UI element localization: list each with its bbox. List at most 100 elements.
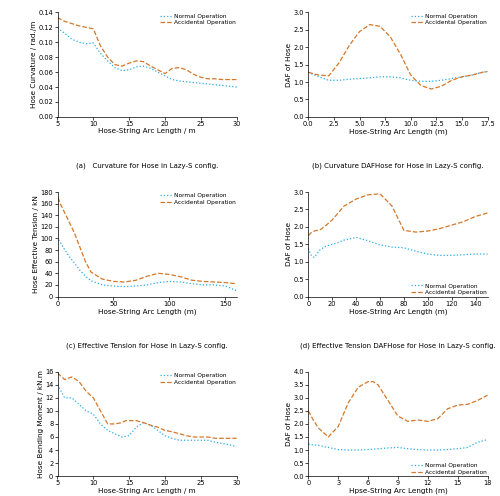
Accidental Operation bbox=[134, 418, 140, 424]
Normal Operation bbox=[472, 251, 478, 257]
Accidental Operation bbox=[200, 278, 206, 284]
Normal Operation bbox=[189, 281, 195, 287]
Normal Operation bbox=[377, 242, 383, 248]
Normal Operation bbox=[226, 83, 232, 89]
X-axis label: Hose-String Arc Length / m: Hose-String Arc Length / m bbox=[98, 488, 196, 494]
Accidental Operation bbox=[126, 418, 132, 424]
Accidental Operation bbox=[119, 420, 125, 426]
Accidental Operation bbox=[126, 60, 132, 66]
Accidental Operation bbox=[212, 435, 218, 441]
Normal Operation bbox=[387, 74, 393, 80]
Normal Operation bbox=[198, 437, 204, 443]
Text: (b) Curvature DAFHose for Hose in Lazy-S config.: (b) Curvature DAFHose for Hose in Lazy-S… bbox=[312, 163, 484, 169]
Accidental Operation bbox=[62, 376, 68, 382]
Normal Operation bbox=[325, 444, 331, 450]
Accidental Operation bbox=[140, 420, 146, 426]
Normal Operation bbox=[460, 252, 466, 258]
Accidental Operation bbox=[405, 418, 411, 424]
Normal Operation bbox=[212, 82, 218, 88]
Accidental Operation bbox=[484, 210, 490, 216]
Normal Operation bbox=[54, 25, 60, 31]
Normal Operation bbox=[112, 64, 118, 70]
Line: Normal Operation: Normal Operation bbox=[58, 237, 236, 291]
Normal Operation bbox=[353, 234, 359, 240]
Accidental Operation bbox=[345, 400, 351, 406]
Accidental Operation bbox=[226, 76, 232, 82]
Normal Operation bbox=[69, 395, 75, 401]
Normal Operation bbox=[156, 280, 162, 286]
Y-axis label: DAF of Hose: DAF of Hose bbox=[286, 222, 292, 266]
Normal Operation bbox=[434, 447, 440, 453]
Accidental Operation bbox=[56, 196, 62, 202]
Normal Operation bbox=[365, 238, 371, 244]
Accidental Operation bbox=[355, 384, 361, 390]
Line: Normal Operation: Normal Operation bbox=[308, 439, 488, 450]
Accidental Operation bbox=[60, 206, 66, 212]
Accidental Operation bbox=[329, 217, 335, 223]
Accidental Operation bbox=[484, 68, 490, 74]
X-axis label: Hose-String Arc Length / m: Hose-String Arc Length / m bbox=[98, 128, 196, 134]
Y-axis label: DAF of Hose: DAF of Hose bbox=[286, 43, 292, 87]
Accidental Operation bbox=[69, 374, 75, 380]
Accidental Operation bbox=[234, 76, 239, 82]
Normal Operation bbox=[425, 447, 431, 453]
Accidental Operation bbox=[226, 435, 232, 441]
Normal Operation bbox=[464, 444, 470, 450]
Legend: Normal Operation, Accidental Operation: Normal Operation, Accidental Operation bbox=[411, 13, 486, 25]
Accidental Operation bbox=[444, 406, 450, 412]
Accidental Operation bbox=[212, 76, 218, 82]
Accidental Operation bbox=[176, 431, 182, 436]
Line: Accidental Operation: Accidental Operation bbox=[58, 198, 236, 284]
Accidental Operation bbox=[326, 73, 332, 79]
Normal Operation bbox=[176, 437, 182, 443]
Text: (a)   Curvature for Hose in Lazy-S config.: (a) Curvature for Hose in Lazy-S config. bbox=[76, 163, 219, 169]
Accidental Operation bbox=[148, 422, 154, 428]
Normal Operation bbox=[234, 288, 239, 294]
Normal Operation bbox=[200, 282, 206, 288]
Normal Operation bbox=[306, 441, 312, 447]
Accidental Operation bbox=[459, 74, 465, 80]
Accidental Operation bbox=[176, 64, 182, 70]
Normal Operation bbox=[205, 81, 211, 87]
Accidental Operation bbox=[205, 76, 211, 82]
Normal Operation bbox=[62, 395, 68, 401]
Normal Operation bbox=[212, 439, 218, 445]
Normal Operation bbox=[162, 433, 168, 438]
Legend: Normal Operation, Accidental Operation: Normal Operation, Accidental Operation bbox=[411, 463, 486, 475]
Normal Operation bbox=[222, 283, 228, 289]
Accidental Operation bbox=[190, 434, 196, 440]
Accidental Operation bbox=[169, 429, 175, 435]
Accidental Operation bbox=[365, 378, 371, 384]
Normal Operation bbox=[484, 68, 490, 74]
Line: Normal Operation: Normal Operation bbox=[58, 385, 236, 447]
Normal Operation bbox=[62, 30, 68, 36]
Normal Operation bbox=[385, 445, 391, 451]
Normal Operation bbox=[336, 77, 342, 83]
Normal Operation bbox=[184, 79, 190, 85]
Normal Operation bbox=[119, 67, 125, 73]
Accidental Operation bbox=[310, 417, 316, 423]
Normal Operation bbox=[425, 251, 431, 257]
Y-axis label: Hose Effective Tension / kN: Hose Effective Tension / kN bbox=[34, 195, 40, 293]
Line: Accidental Operation: Accidental Operation bbox=[308, 381, 488, 437]
Accidental Operation bbox=[110, 278, 116, 284]
Accidental Operation bbox=[205, 434, 211, 440]
Normal Operation bbox=[234, 444, 239, 450]
X-axis label: Hose-String Arc Length (m): Hose-String Arc Length (m) bbox=[98, 308, 196, 314]
Normal Operation bbox=[335, 240, 341, 246]
Normal Operation bbox=[356, 75, 362, 81]
Normal Operation bbox=[444, 446, 450, 452]
Normal Operation bbox=[82, 273, 88, 279]
Accidental Operation bbox=[385, 397, 391, 403]
Normal Operation bbox=[90, 40, 96, 46]
Normal Operation bbox=[119, 434, 125, 440]
Accidental Operation bbox=[90, 395, 96, 401]
Normal Operation bbox=[110, 283, 116, 289]
Accidental Operation bbox=[306, 408, 312, 414]
Accidental Operation bbox=[308, 230, 314, 236]
Normal Operation bbox=[395, 444, 401, 450]
Normal Operation bbox=[140, 420, 146, 426]
Accidental Operation bbox=[122, 279, 128, 285]
Normal Operation bbox=[83, 408, 89, 414]
Y-axis label: DAF of Hose: DAF of Hose bbox=[286, 402, 292, 446]
